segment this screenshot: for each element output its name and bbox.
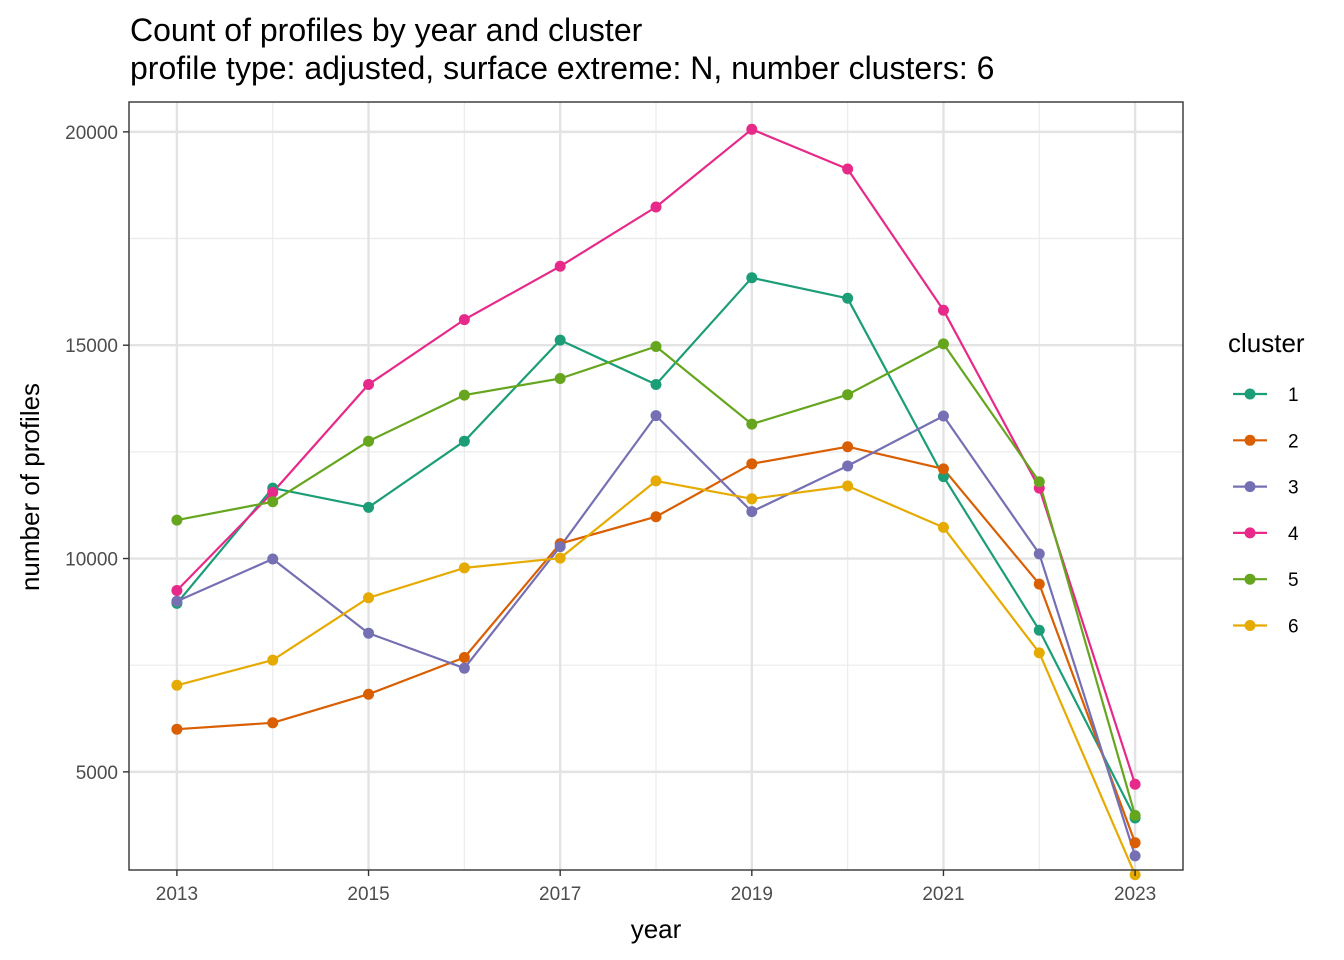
data-point-cluster-5 bbox=[937, 338, 949, 350]
x-tick-label: 2023 bbox=[1114, 884, 1156, 905]
data-point-cluster-2 bbox=[650, 511, 662, 523]
legend-label-1: 1 bbox=[1288, 385, 1299, 406]
data-point-cluster-3 bbox=[650, 410, 662, 422]
data-point-cluster-3 bbox=[1129, 850, 1141, 862]
legend-key-point-1 bbox=[1244, 388, 1256, 400]
data-point-cluster-6 bbox=[746, 493, 758, 505]
data-point-cluster-4 bbox=[363, 378, 375, 390]
data-point-cluster-3 bbox=[267, 553, 279, 565]
legend-label-4: 4 bbox=[1288, 524, 1299, 545]
data-point-cluster-2 bbox=[937, 463, 949, 475]
data-point-cluster-2 bbox=[267, 717, 279, 729]
data-point-cluster-1 bbox=[363, 501, 375, 513]
data-point-cluster-4 bbox=[937, 304, 949, 316]
legend: cluster 1 2 3 4 5 6 bbox=[1228, 328, 1305, 638]
data-point-cluster-5 bbox=[267, 496, 279, 508]
data-point-cluster-3 bbox=[937, 410, 949, 422]
data-point-cluster-5 bbox=[746, 418, 758, 430]
grid-lines bbox=[129, 102, 1183, 870]
legend-label-2: 2 bbox=[1288, 431, 1299, 452]
data-point-cluster-6 bbox=[937, 521, 949, 533]
data-point-cluster-4 bbox=[267, 486, 279, 498]
data-point-cluster-6 bbox=[842, 480, 854, 492]
data-point-cluster-2 bbox=[363, 688, 375, 700]
legend-label-3: 3 bbox=[1288, 478, 1299, 499]
legend-key-point-2 bbox=[1244, 434, 1256, 446]
series-points bbox=[171, 123, 1141, 881]
data-point-cluster-5 bbox=[1033, 476, 1045, 488]
legend-key-point-5 bbox=[1244, 573, 1256, 585]
data-point-cluster-4 bbox=[842, 163, 854, 175]
data-point-cluster-4 bbox=[746, 123, 758, 135]
data-point-cluster-5 bbox=[171, 514, 183, 526]
data-point-cluster-2 bbox=[458, 652, 470, 664]
data-point-cluster-1 bbox=[650, 378, 662, 390]
legend-key-point-6 bbox=[1244, 620, 1256, 631]
data-point-cluster-2 bbox=[1129, 837, 1141, 849]
data-point-cluster-6 bbox=[1033, 647, 1045, 659]
y-tick-label: 5000 bbox=[76, 763, 118, 784]
y-axis: 5000 10000 15000 20000 bbox=[65, 123, 129, 784]
data-point-cluster-3 bbox=[746, 506, 758, 518]
data-point-cluster-5 bbox=[1129, 809, 1141, 821]
data-point-cluster-3 bbox=[171, 595, 183, 607]
data-point-cluster-6 bbox=[650, 475, 662, 487]
x-tick-label: 2013 bbox=[156, 884, 198, 905]
data-point-cluster-3 bbox=[458, 662, 470, 674]
data-point-cluster-5 bbox=[554, 372, 566, 384]
data-point-cluster-4 bbox=[171, 585, 183, 597]
data-point-cluster-1 bbox=[458, 435, 470, 447]
data-point-cluster-4 bbox=[458, 314, 470, 326]
data-point-cluster-3 bbox=[1033, 548, 1045, 560]
data-point-cluster-1 bbox=[746, 272, 758, 284]
data-point-cluster-5 bbox=[458, 389, 470, 401]
plot-panel-border bbox=[128, 101, 1184, 871]
data-point-cluster-4 bbox=[650, 201, 662, 213]
data-point-cluster-1 bbox=[554, 334, 566, 346]
chart-title: Count of profiles by year and cluster bbox=[130, 12, 643, 48]
legend-key-point-4 bbox=[1244, 527, 1256, 539]
data-point-cluster-1 bbox=[937, 471, 949, 483]
data-point-cluster-2 bbox=[842, 441, 854, 453]
data-point-cluster-4 bbox=[1129, 778, 1141, 790]
data-point-cluster-1 bbox=[842, 292, 854, 304]
y-tick-label: 20000 bbox=[65, 123, 118, 144]
legend-label-6: 6 bbox=[1288, 617, 1299, 638]
data-point-cluster-2 bbox=[1033, 578, 1045, 590]
y-axis-title: number of profiles bbox=[15, 383, 45, 591]
legend-title: cluster bbox=[1228, 328, 1305, 358]
data-point-cluster-2 bbox=[746, 458, 758, 470]
x-tick-label: 2019 bbox=[731, 884, 773, 905]
legend-label-5: 5 bbox=[1288, 570, 1299, 591]
data-point-cluster-5 bbox=[650, 340, 662, 352]
data-point-cluster-3 bbox=[842, 460, 854, 472]
x-axis: 2013 2015 2017 2019 2021 2023 bbox=[156, 870, 1156, 905]
data-point-cluster-5 bbox=[842, 389, 854, 401]
data-point-cluster-3 bbox=[363, 627, 375, 639]
data-point-cluster-3 bbox=[554, 541, 566, 553]
y-tick-label: 15000 bbox=[65, 336, 118, 357]
legend-key-point-3 bbox=[1244, 481, 1256, 493]
data-point-cluster-6 bbox=[554, 552, 566, 564]
chart-subtitle: profile type: adjusted, surface extreme:… bbox=[130, 50, 995, 86]
data-point-cluster-4 bbox=[554, 260, 566, 272]
data-point-cluster-1 bbox=[1033, 624, 1045, 636]
data-point-cluster-6 bbox=[267, 654, 279, 666]
x-tick-label: 2015 bbox=[347, 884, 389, 905]
data-point-cluster-2 bbox=[171, 723, 183, 735]
x-tick-label: 2017 bbox=[539, 884, 581, 905]
data-point-cluster-6 bbox=[458, 562, 470, 574]
x-tick-label: 2021 bbox=[922, 884, 964, 905]
data-point-cluster-6 bbox=[171, 679, 183, 691]
data-point-cluster-6 bbox=[363, 592, 375, 604]
x-axis-title: year bbox=[631, 914, 682, 944]
data-point-cluster-5 bbox=[363, 435, 375, 447]
y-tick-label: 10000 bbox=[65, 550, 118, 571]
